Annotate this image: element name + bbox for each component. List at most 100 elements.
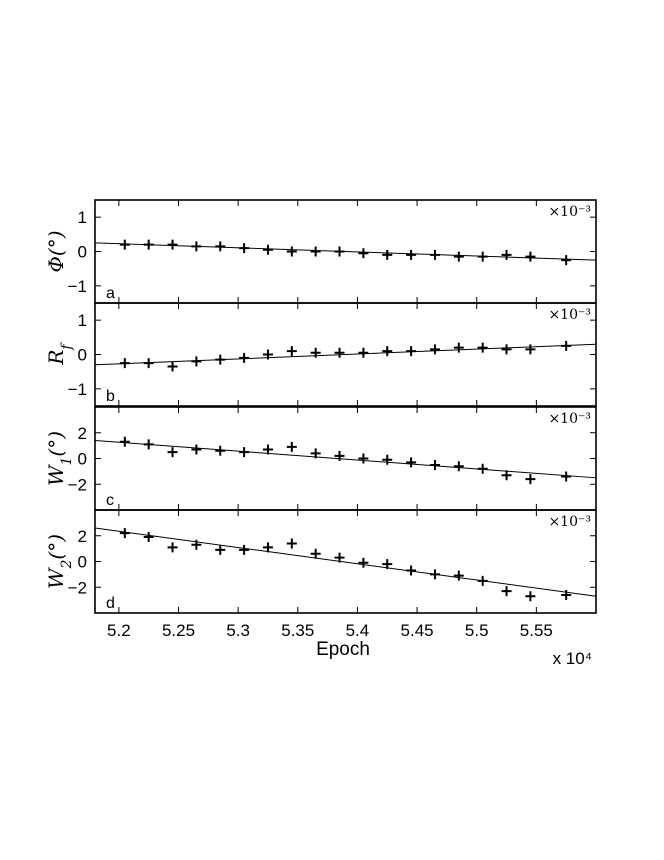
data-point bbox=[477, 463, 488, 474]
y-tick-label: 0 bbox=[78, 346, 87, 365]
panel-frame bbox=[94, 406, 597, 511]
y-tick-label: −2 bbox=[68, 578, 87, 597]
data-point bbox=[167, 361, 178, 372]
x-tick-label: 5.35 bbox=[281, 621, 314, 640]
data-point bbox=[143, 439, 154, 450]
data-point bbox=[310, 548, 321, 559]
data-point bbox=[334, 552, 345, 563]
x-axis-multiplier: x 10⁴ bbox=[553, 649, 592, 668]
y-axis-label: W2(°) bbox=[44, 534, 75, 589]
data-point bbox=[262, 542, 273, 553]
data-point bbox=[453, 570, 464, 581]
data-point bbox=[119, 436, 130, 447]
data-point bbox=[286, 538, 297, 549]
data-point bbox=[561, 255, 572, 266]
fit-line bbox=[94, 527, 597, 597]
panel-a: −1 0 1 a ×10⁻³ Φ(°) bbox=[44, 199, 597, 304]
data-point bbox=[525, 591, 536, 602]
data-point bbox=[382, 249, 393, 260]
y-tick-label: −1 bbox=[68, 380, 87, 399]
data-point bbox=[310, 246, 321, 257]
data-point bbox=[406, 565, 417, 576]
fit-line bbox=[94, 439, 597, 479]
panel-letter: d bbox=[106, 595, 115, 612]
y-multiplier: ×10⁻³ bbox=[548, 411, 591, 427]
x-tick-label: 5.45 bbox=[401, 621, 434, 640]
panel-d: −2 0 2 d ×10⁻³ W2(°) bbox=[44, 509, 597, 614]
data-point bbox=[561, 589, 572, 600]
data-point bbox=[119, 239, 130, 250]
x-axis-label: Epoch bbox=[316, 639, 370, 660]
data-point bbox=[239, 352, 250, 363]
data-point bbox=[429, 249, 440, 260]
data-point bbox=[429, 569, 440, 580]
data-point bbox=[286, 246, 297, 257]
y-tick-label: −2 bbox=[68, 475, 87, 494]
y-tick-label: 0 bbox=[78, 243, 87, 262]
data-point bbox=[143, 358, 154, 369]
data-point bbox=[167, 542, 178, 553]
data-point bbox=[453, 342, 464, 353]
data-point bbox=[334, 347, 345, 358]
y-tick-label: 1 bbox=[78, 311, 87, 330]
panel-c: −2 0 2 c ×10⁻³ W1(°) bbox=[44, 406, 597, 511]
data-point bbox=[215, 445, 226, 456]
data-point bbox=[358, 453, 369, 464]
data-point bbox=[215, 544, 226, 555]
y-axis-label: W1(°) bbox=[44, 431, 75, 486]
data-point bbox=[382, 454, 393, 465]
data-point bbox=[239, 447, 250, 458]
data-point bbox=[167, 239, 178, 250]
y-tick-label: 0 bbox=[78, 553, 87, 572]
data-point bbox=[358, 347, 369, 358]
data-point bbox=[286, 346, 297, 357]
data-point bbox=[453, 461, 464, 472]
data-point bbox=[477, 251, 488, 262]
y-axis-label: Φ(°) bbox=[44, 230, 68, 272]
data-point bbox=[262, 244, 273, 255]
y-multiplier: ×10⁻³ bbox=[548, 307, 591, 323]
data-point bbox=[525, 344, 536, 355]
data-point bbox=[191, 539, 202, 550]
x-tick-label: 5.3 bbox=[226, 621, 250, 640]
y-multiplier: ×10⁻³ bbox=[548, 204, 591, 220]
data-point bbox=[191, 356, 202, 367]
y-tick-label: 2 bbox=[78, 527, 87, 546]
data-point bbox=[561, 340, 572, 351]
panels: −101a×10⁻³Φ(°)−101b×10⁻³Rf−202c×10⁻³W1(°… bbox=[44, 199, 597, 640]
data-point bbox=[334, 246, 345, 257]
data-point bbox=[477, 575, 488, 586]
y-tick-label: −1 bbox=[68, 277, 87, 296]
data-point bbox=[143, 239, 154, 250]
data-point bbox=[382, 559, 393, 570]
y-axis-label: Rf bbox=[44, 342, 75, 366]
data-point bbox=[119, 528, 130, 539]
data-point bbox=[239, 544, 250, 555]
data-point bbox=[262, 444, 273, 455]
data-point bbox=[382, 346, 393, 357]
fit-line bbox=[94, 242, 597, 261]
data-point bbox=[215, 354, 226, 365]
data-point bbox=[239, 243, 250, 254]
y-tick-label: 2 bbox=[78, 424, 87, 443]
panel-letter: a bbox=[106, 285, 115, 302]
data-point bbox=[429, 459, 440, 470]
data-point bbox=[286, 441, 297, 452]
x-tick-label: 5.5 bbox=[465, 621, 489, 640]
panel-b: −1 0 1 b ×10⁻³ Rf bbox=[44, 302, 597, 407]
data-point bbox=[501, 344, 512, 355]
x-tick-label: 5.55 bbox=[520, 621, 553, 640]
data-point bbox=[561, 471, 572, 482]
data-point bbox=[453, 251, 464, 262]
data-point bbox=[406, 249, 417, 260]
data-point bbox=[358, 248, 369, 259]
data-point bbox=[191, 444, 202, 455]
data-point bbox=[334, 450, 345, 461]
data-point bbox=[501, 586, 512, 597]
panel-letter: b bbox=[106, 388, 115, 405]
data-point bbox=[215, 241, 226, 252]
data-point bbox=[406, 457, 417, 468]
data-point bbox=[406, 346, 417, 357]
data-point bbox=[119, 358, 130, 369]
